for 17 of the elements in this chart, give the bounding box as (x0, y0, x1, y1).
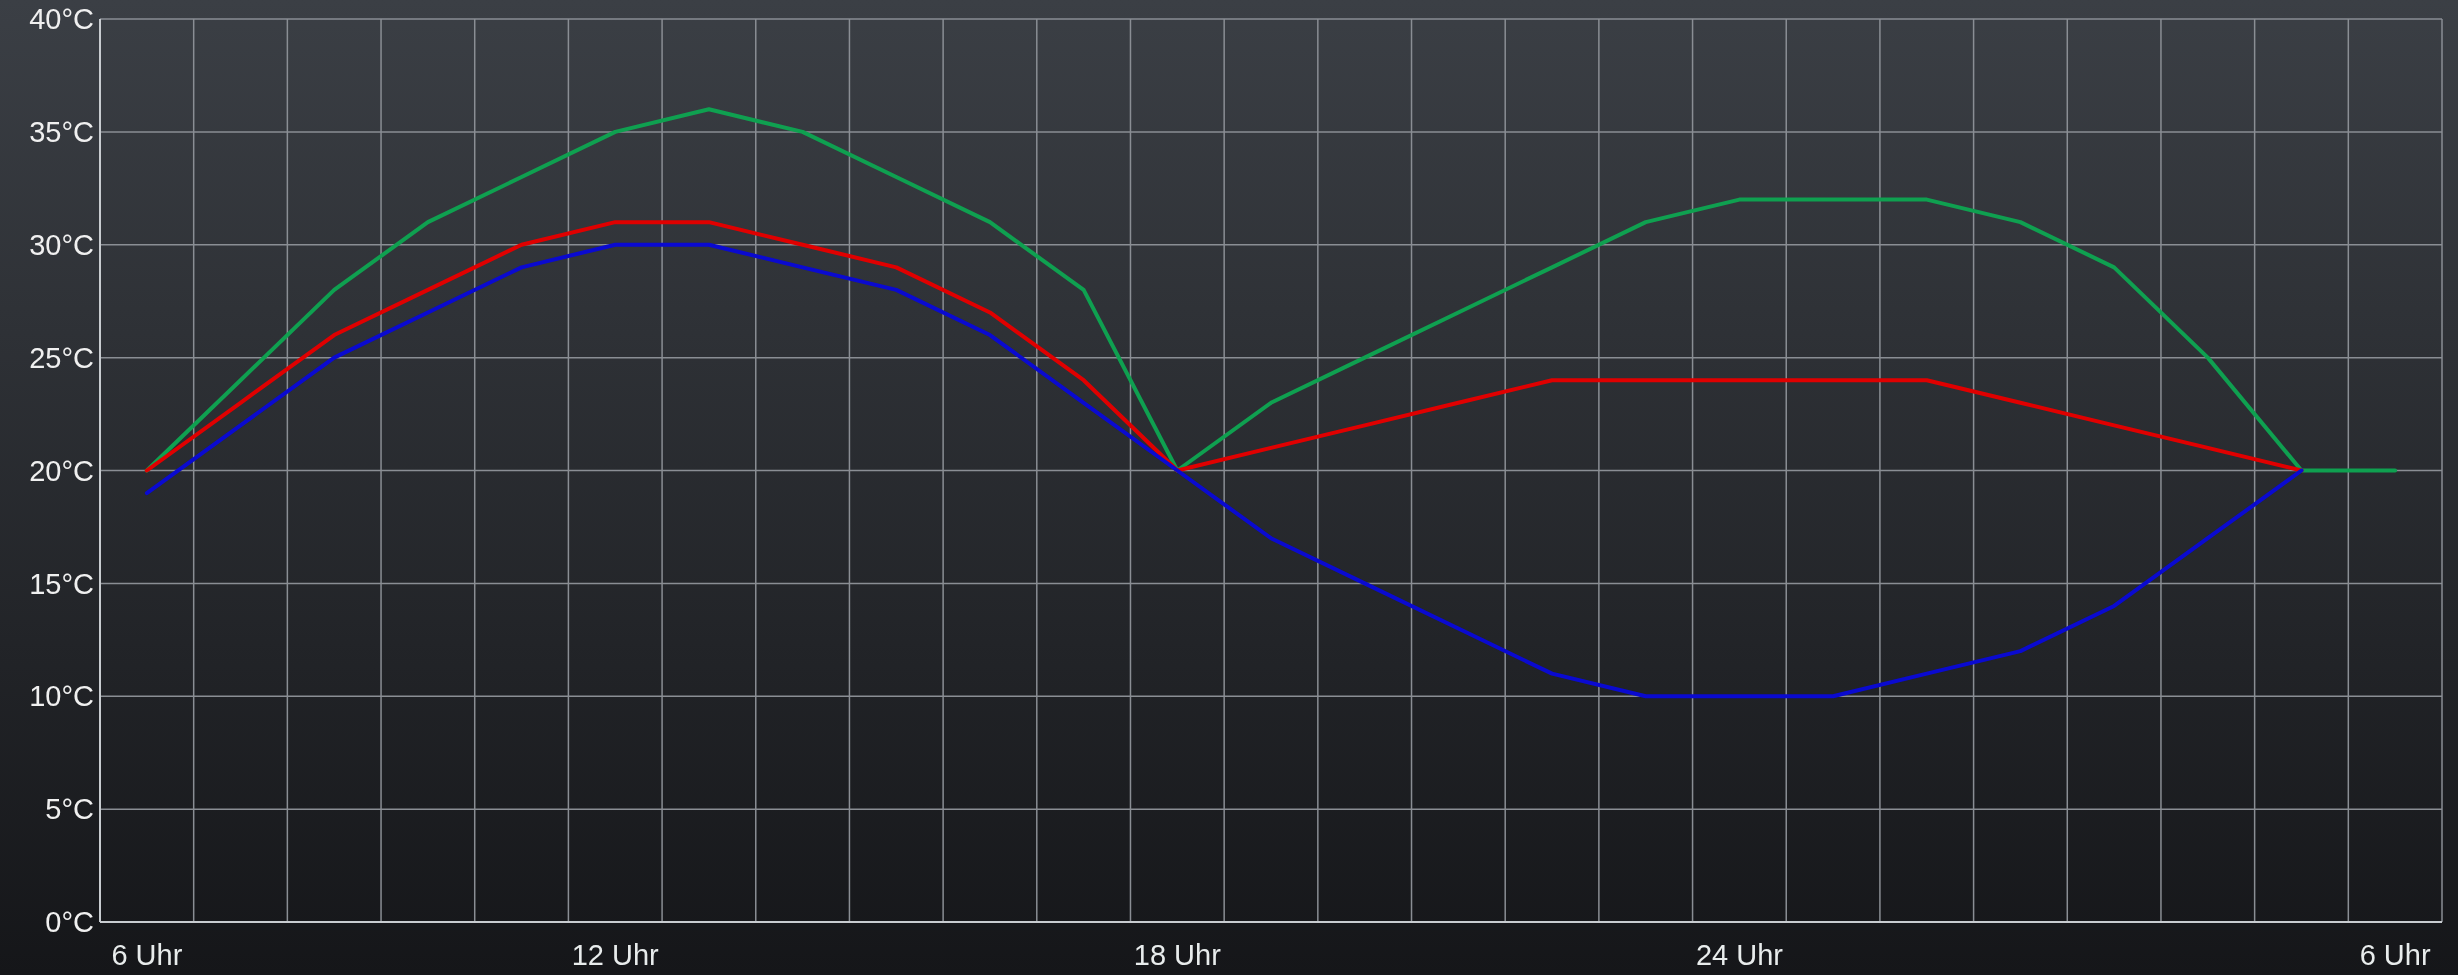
x-tick-label: 6 Uhr (111, 939, 183, 971)
y-tick-label: 10°C (29, 680, 94, 713)
line-series (144, 220, 2304, 473)
x-tick-label: 24 Uhr (1695, 939, 1784, 971)
line-series (144, 107, 2398, 473)
y-tick-label: 30°C (29, 228, 94, 261)
y-tick-label: 40°C (29, 3, 94, 36)
line-series (144, 242, 2304, 699)
x-tick-label: 18 Uhr (1133, 939, 1222, 971)
y-tick-label: 25°C (29, 341, 94, 374)
x-tick-label: 6 Uhr (2359, 939, 2431, 971)
y-tick-label: 20°C (29, 454, 94, 487)
y-tick-label: 5°C (45, 793, 94, 826)
y-tick-label: 0°C (45, 906, 94, 939)
y-tick-label: 35°C (29, 116, 94, 149)
x-tick-label: 12 Uhr (571, 939, 660, 971)
y-tick-label: 15°C (29, 567, 94, 600)
